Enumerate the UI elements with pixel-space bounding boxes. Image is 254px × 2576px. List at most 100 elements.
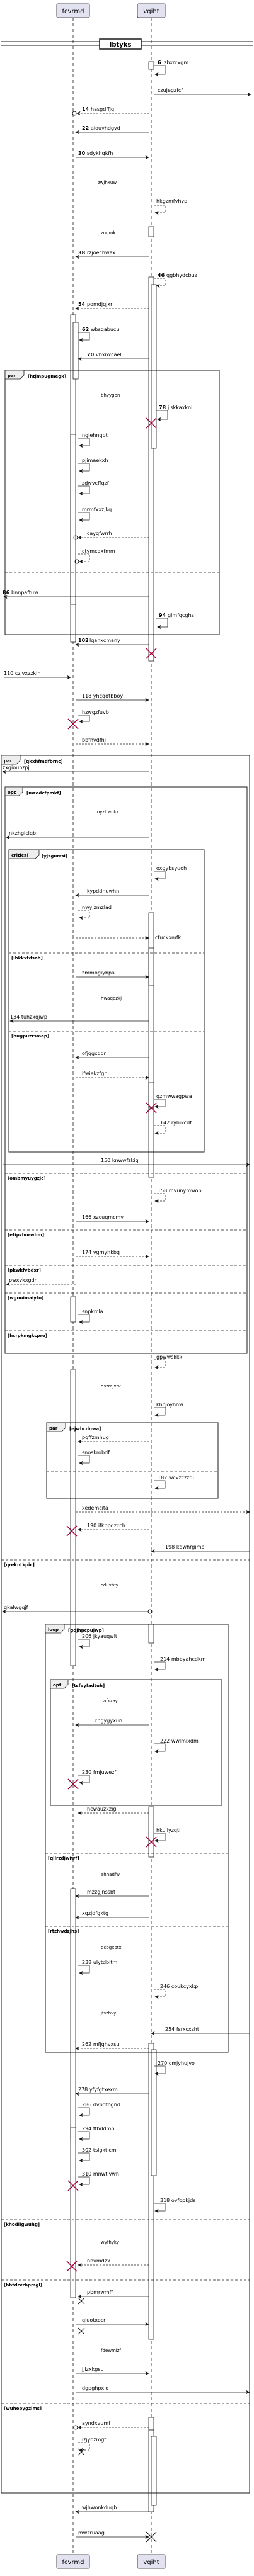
svg-text:182 wcvzczzqi: 182 wcvzczzqi — [158, 1475, 194, 1481]
svg-text:110 czlvxzzklh: 110 czlvxzzklh — [4, 670, 40, 676]
svg-text:318 ovfopkjds: 318 ovfopkjds — [160, 2198, 195, 2203]
svg-text:22: 22 — [82, 125, 89, 131]
svg-text:[gdjhpcpujwp]: [gdjhpcpujwp] — [68, 1628, 104, 1633]
svg-text:par: par — [4, 759, 13, 764]
msg-bbfhvdfhj: bbfhvdfhj — [76, 737, 149, 747]
participant-fcvrmd-bottom: fcvrmd — [56, 2554, 90, 2569]
section-hcrpkmgkcpre: gpwwskkk dszmjxrv khcjoyhnw par [ejwbcdn… — [1, 1354, 250, 1614]
svg-text:qkalwgqjf: qkalwgqjf — [4, 1605, 28, 1610]
svg-text:oyzhwnkk: oyzhwnkk — [97, 810, 120, 815]
svg-text:pqffzmhug: pqffzmhug — [82, 1435, 109, 1440]
svg-text:lqahxcmany: lqahxcmany — [89, 638, 120, 643]
svg-text:nnvmdzx: nnvmdzx — [87, 2258, 110, 2264]
msg-czujegzfcf: czujegzfcf — [154, 88, 251, 97]
svg-text:pomdjqjxr: pomdjqjxr — [87, 302, 113, 307]
participant-vqiht-top: vqiht — [137, 3, 166, 18]
svg-text:mzzgjnssbt: mzzgjnssbt — [87, 1889, 115, 1895]
participant-label: fcvrmd — [62, 8, 84, 15]
svg-text:[ibkkxtdsah]: [ibkkxtdsah] — [11, 956, 43, 961]
participant-vqiht-bottom: vqiht — [137, 2554, 166, 2569]
section-end: wjhwonkduqb mwzruaag — [75, 2505, 157, 2543]
note-zwjhxuw: zwjhxuw — [98, 180, 117, 185]
msg-110: 110 czlvxzzklh — [4, 670, 71, 680]
svg-text:30: 30 — [78, 150, 86, 156]
svg-text:rzjoechwex: rzjoechwex — [87, 250, 115, 256]
svg-text:hwaqbzkj: hwaqbzkj — [101, 996, 122, 1001]
svg-text:mrmfxxzjkq: mrmfxxzjkq — [82, 507, 112, 512]
svg-text:par: par — [8, 373, 16, 378]
svg-text:oxgybsyuoh: oxgybsyuoh — [156, 866, 187, 871]
svg-text:hkuilyzqti: hkuilyzqti — [156, 1827, 180, 1833]
msg-22: 22 aiouvhdgvd — [75, 125, 149, 135]
participant-fcvrmd-top: fcvrmd — [56, 3, 90, 18]
msg-6: 6 zbxrcxgm — [154, 60, 188, 77]
msg-118: 118 yhcqdtbboy — [76, 693, 149, 703]
svg-text:[pkwkfvbdxr]: [pkwkfvbdxr] — [8, 1268, 41, 1273]
msg-54: 54 pomdjqjxr — [75, 302, 149, 311]
svg-text:chgygyxun: chgygyxun — [95, 1718, 122, 1724]
svg-text:loop: loop — [48, 1627, 59, 1632]
svg-text:afkzay: afkzay — [103, 1698, 118, 1703]
svg-text:174 vgmyhkbq: 174 vgmyhkbq — [82, 1250, 120, 1255]
svg-text:62: 62 — [82, 327, 89, 332]
svg-text:[qrekntkpic]: [qrekntkpic] — [4, 1562, 35, 1568]
svg-text:nwyjzmzlad: nwyjzmzlad — [82, 905, 112, 910]
svg-text:222 wwlmixdm: 222 wwlmixdm — [160, 1738, 199, 1744]
svg-text:70: 70 — [87, 352, 95, 358]
svg-text:[ejwbcdnwa]: [ejwbcdnwa] — [69, 1426, 101, 1432]
svg-text:[qkxhfmdfbrnc]: [qkxhfmdfbrnc] — [24, 759, 63, 764]
svg-text:ayndxvumf: ayndxvumf — [82, 2421, 110, 2426]
svg-text:[wuhepygzlms]: [wuhepygzlms] — [4, 2406, 42, 2411]
svg-text:critical: critical — [11, 853, 28, 858]
svg-text:cduxhfy: cduxhfy — [101, 1583, 118, 1588]
svg-text:pwxvkxgdn: pwxvkxgdn — [9, 1277, 38, 1283]
svg-text:270 cmjyhujvo: 270 cmjyhujvo — [158, 2060, 195, 2066]
svg-text:qgbhydcbuz: qgbhydcbuz — [166, 273, 197, 278]
svg-text:gimfqcghz: gimfqcghz — [168, 613, 194, 618]
activation-bars — [70, 61, 157, 2512]
svg-text:134 tuhzxqjwp: 134 tuhzxqjwp — [10, 1014, 47, 1020]
svg-text:[yjsgurrsi]: [yjsgurrsi] — [42, 854, 67, 859]
svg-text:94: 94 — [159, 613, 166, 618]
svg-text:fdewmlzf: fdewmlzf — [101, 2348, 121, 2353]
diagram-title: Ibtyks — [1, 38, 253, 50]
svg-text:[hugpuzrsmep]: [hugpuzrsmep] — [11, 1034, 49, 1039]
svg-text:246 coukcyxkp: 246 coukcyxkp — [160, 1984, 198, 1989]
svg-text:86: 86 — [3, 590, 10, 596]
svg-text:gpwwskkk: gpwwskkk — [156, 1354, 183, 1360]
svg-text:278 yfyfgtxexm: 278 yfyfgtxexm — [78, 2087, 118, 2093]
svg-text:ahhadfw: ahhadfw — [101, 1872, 120, 1877]
msg-62: 62 wbsqabucu — [78, 327, 119, 342]
svg-text:zbxrcxgm: zbxrcxgm — [164, 60, 188, 65]
svg-text:[mzedcfpmkf]: [mzedcfpmkf] — [26, 791, 61, 796]
svg-text:hzwgzfuvb: hzwgzfuvb — [82, 709, 109, 715]
participant-label: vqiht — [143, 8, 159, 15]
svg-text:ofjqgcqdr: ofjqgcqdr — [82, 1051, 107, 1056]
svg-text:pjimaekxh: pjimaekxh — [82, 458, 108, 463]
svg-text:bhvygpn: bhvygpn — [101, 393, 120, 398]
svg-text:sdykhqkfh: sdykhqkfh — [87, 150, 113, 156]
svg-text:[khodllgwuhg]: [khodllgwuhg] — [4, 2222, 40, 2227]
svg-text:wyfhyky: wyfhyky — [101, 2240, 119, 2245]
svg-text:[ombmyuygzjc]: [ombmyuygzjc] — [8, 1176, 46, 1181]
svg-text:102: 102 — [78, 638, 89, 643]
msg-30: 30 sdykhqkfh — [76, 150, 149, 160]
svg-text:166 xzcuqmcmv: 166 xzcuqmcmv — [82, 1214, 124, 1220]
svg-text:bnnpaftuw: bnnpaftuw — [11, 590, 38, 596]
section-after-loop: 270 cmjyhujvo 278 yfyfgtxexm 286 dvbdfbg… — [1, 2060, 250, 2456]
svg-text:54: 54 — [78, 302, 86, 307]
svg-text:[tsfvyfadtuh]: [tsfvyfadtuh] — [72, 1683, 105, 1688]
svg-text:ctymcqxfmm: ctymcqxfmm — [82, 548, 115, 554]
svg-text:150 knwwfzkiq: 150 knwwfzkiq — [101, 1158, 139, 1163]
svg-text:dszmjxrv: dszmjxrv — [101, 1384, 121, 1389]
svg-text:158 mvunymwobu: 158 mvunymwobu — [158, 1188, 205, 1194]
svg-text:214 mbbyahcdkm: 214 mbbyahcdkm — [160, 1656, 206, 1662]
svg-text:ifwiekzfgn: ifwiekzfgn — [82, 1071, 107, 1076]
svg-text:[hcrpkmgkcpre]: [hcrpkmgkcpre] — [8, 1333, 47, 1338]
svg-text:78: 78 — [159, 405, 166, 410]
svg-text:zxgiouhzpj: zxgiouhzpj — [3, 765, 30, 771]
svg-text:190 ifkbpdzcch: 190 ifkbpdzcch — [87, 1523, 125, 1528]
frame-par-1: par [htjmpugmegk] bhvygpn 78 jlskkaxkni n… — [3, 370, 220, 659]
title-text: Ibtyks — [110, 42, 132, 48]
